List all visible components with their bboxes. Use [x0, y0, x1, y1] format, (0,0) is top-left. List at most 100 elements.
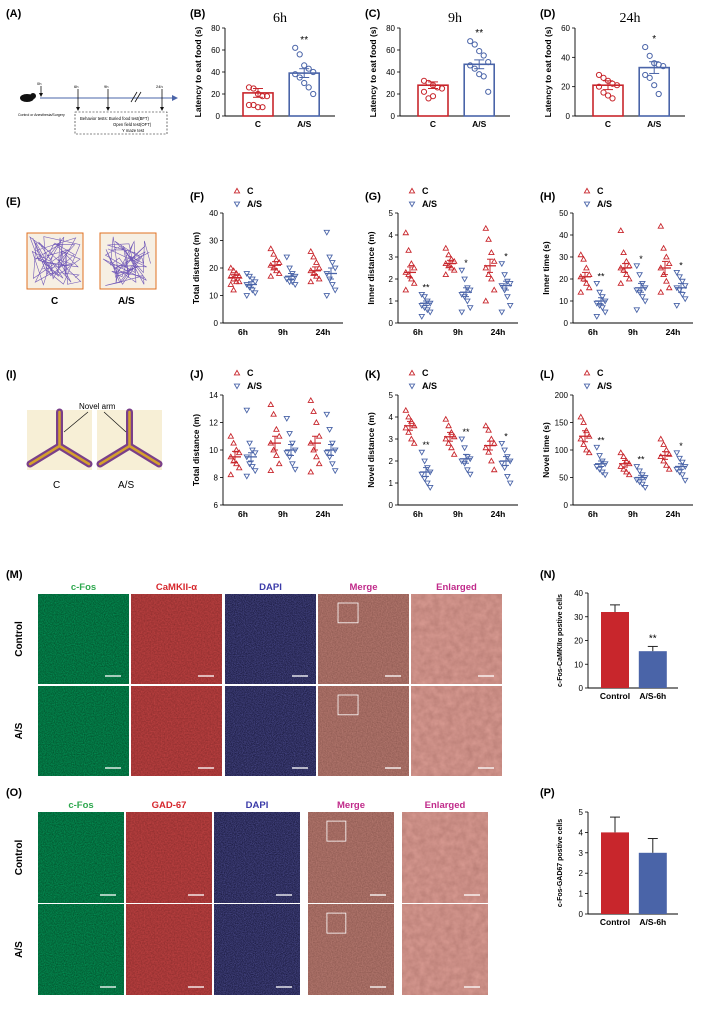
data-point	[593, 444, 601, 451]
data-point	[418, 449, 426, 456]
data-point	[600, 74, 607, 81]
data-point	[313, 453, 320, 460]
significance-marker: **	[462, 427, 470, 437]
y-tick-label: 4	[389, 231, 394, 240]
panel-letter-F: (F)	[190, 191, 204, 203]
data-point	[313, 418, 320, 425]
y-tick-label: 30	[209, 237, 218, 246]
chart-title: 24h	[620, 11, 641, 26]
y-tick-label: 5	[389, 209, 394, 218]
chart-D: 0 20 40 60 Latency to eat food (s) 24h C A/S *	[543, 11, 685, 129]
data-point	[283, 415, 291, 422]
data-point	[408, 275, 415, 282]
y-axis-label: Novel distance (m)	[366, 412, 376, 488]
data-point	[461, 276, 468, 283]
y-tick-label: 0	[564, 501, 569, 510]
data-point	[641, 298, 649, 305]
data-point	[246, 461, 253, 468]
y-tick-label: 20	[559, 275, 568, 284]
data-point	[633, 307, 641, 314]
data-point	[633, 263, 641, 270]
micrograph-row-label-M-0: Control	[14, 621, 25, 657]
data-point	[420, 88, 428, 95]
data-point	[488, 249, 495, 256]
data-point	[259, 93, 266, 100]
data-point	[286, 454, 293, 461]
data-point	[421, 294, 428, 301]
data-point	[301, 79, 308, 87]
data-point	[498, 309, 506, 316]
micrograph-header-O-1: GAD-67	[152, 800, 187, 811]
data-point	[254, 104, 262, 111]
micrograph-header-M-2: DAPI	[259, 582, 282, 593]
timeline-break-1	[130, 91, 138, 103]
data-point	[585, 449, 593, 456]
data-point	[310, 253, 317, 260]
legend-marker-C	[583, 369, 591, 376]
micrograph-row-label-O-0: Control	[14, 840, 25, 876]
y-axis-label: Inner distance (m)	[366, 231, 376, 304]
x-tick-label: C	[255, 119, 261, 129]
data-point	[408, 435, 415, 442]
y-tick-label: 10	[209, 292, 218, 301]
data-point	[641, 485, 649, 491]
data-point	[402, 406, 410, 413]
micrograph-texture-O-1-2	[214, 904, 300, 995]
panel-letter-N: (N)	[540, 569, 556, 581]
x-tick-label: 9h	[453, 327, 463, 337]
open-field-label-as: A/S	[118, 296, 135, 307]
x-tick-label: A/S	[647, 119, 662, 129]
data-point	[307, 278, 315, 285]
y-tick-label: 200	[555, 391, 569, 400]
legend-marker-C	[408, 369, 416, 376]
data-point	[310, 90, 317, 98]
data-point	[275, 460, 283, 467]
data-point	[596, 453, 603, 460]
legend-label-C: C	[247, 368, 254, 378]
significance-marker: **	[597, 271, 605, 281]
data-point	[665, 465, 673, 472]
micrograph-header-M-4: Enlarged	[436, 582, 477, 593]
data-point	[233, 460, 240, 467]
panel-letter-P: (P)	[540, 787, 555, 799]
data-point	[482, 444, 490, 451]
x-tick-label: 6h	[588, 509, 598, 519]
data-point	[249, 276, 256, 283]
y-tick-label: 30	[574, 613, 583, 622]
y-tick-label: 0	[216, 112, 221, 121]
data-point	[227, 264, 235, 271]
significance-marker: **	[637, 455, 645, 465]
data-point	[458, 267, 466, 274]
micrograph-texture-O-0-3	[308, 812, 394, 903]
micrograph-texture-O-1-1	[126, 904, 212, 995]
data-point	[267, 272, 275, 279]
data-point	[679, 278, 686, 285]
x-tick-label: 6h	[238, 327, 248, 337]
y-maze-panel: Novel arm C A/S	[26, 402, 163, 491]
data-point	[296, 51, 303, 58]
y-tick-label: 1	[389, 479, 394, 488]
y-tick-label: 5	[389, 391, 394, 400]
y-tick-label: 40	[561, 53, 570, 62]
data-point	[482, 422, 490, 429]
data-point	[450, 266, 458, 273]
data-point	[270, 250, 277, 257]
data-point	[660, 244, 667, 251]
significance-marker: *	[504, 431, 508, 441]
x-tick-label: 9h	[278, 327, 288, 337]
data-point	[620, 453, 627, 459]
y-axis-label: Total distance (m)	[191, 232, 201, 304]
data-point	[604, 92, 612, 99]
data-point	[426, 485, 434, 491]
data-point	[329, 282, 336, 289]
data-point	[315, 275, 323, 282]
data-point	[681, 296, 689, 303]
data-point	[663, 253, 670, 260]
data-point	[665, 260, 673, 266]
x-tick-label: 24h	[316, 327, 331, 337]
data-point	[600, 89, 607, 96]
open-field-panel: C A/S	[26, 232, 157, 307]
data-point	[450, 450, 458, 457]
significance-marker: **	[422, 440, 430, 450]
svg-text:0h: 0h	[37, 81, 41, 86]
